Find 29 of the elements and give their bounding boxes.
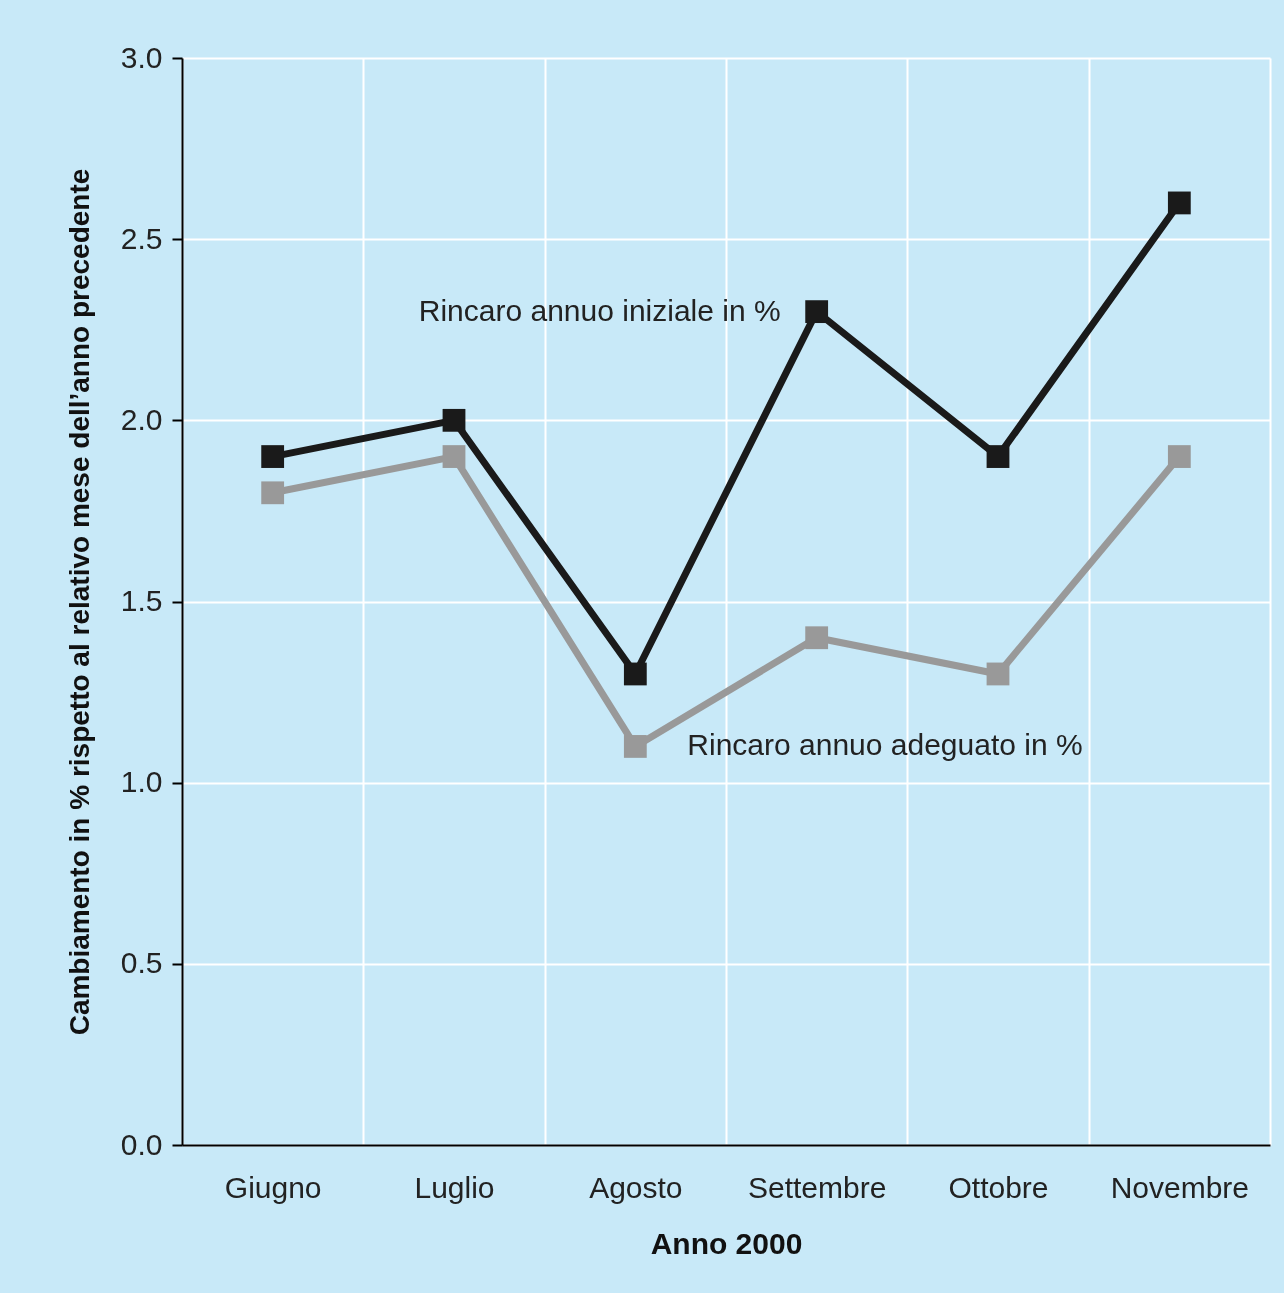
point — [442, 445, 466, 468]
point — [623, 662, 647, 686]
point — [805, 626, 829, 650]
x-tick-label: Luglio — [414, 1170, 495, 1204]
x-tick-label: Giugno — [224, 1170, 322, 1204]
y-tick-label: 0.0 — [120, 1127, 163, 1161]
series-label: Rincaro annuo iniziale in % — [418, 293, 781, 327]
point — [623, 735, 647, 758]
point — [986, 662, 1010, 686]
x-tick-label: Settembre — [747, 1170, 887, 1204]
point — [1167, 191, 1191, 215]
y-tick-label: 1.0 — [120, 765, 163, 799]
point — [442, 408, 466, 432]
y-tick-label: 3.0 — [120, 40, 163, 74]
x-tick-label: Ottobre — [948, 1170, 1049, 1204]
x-axis-title: Anno 2000 — [650, 1226, 803, 1260]
point — [261, 481, 285, 505]
y-tick-label: 2.0 — [120, 402, 163, 436]
y-tick-label: 0.5 — [120, 946, 163, 980]
x-tick-label: Agosto — [589, 1170, 683, 1204]
point — [261, 445, 285, 468]
point — [986, 445, 1010, 468]
y-tick-label: 1.5 — [120, 584, 163, 617]
x-tick-label: Novembre — [1110, 1170, 1250, 1204]
y-axis-title: Cambiamento in % rispetto al relativo mese dell’anno precedente — [63, 168, 95, 1036]
series-label: Rincaro annuo adeguato in % — [687, 728, 1083, 762]
point — [1167, 445, 1191, 468]
point — [805, 300, 829, 324]
y-tick-label: 2.5 — [120, 221, 163, 255]
